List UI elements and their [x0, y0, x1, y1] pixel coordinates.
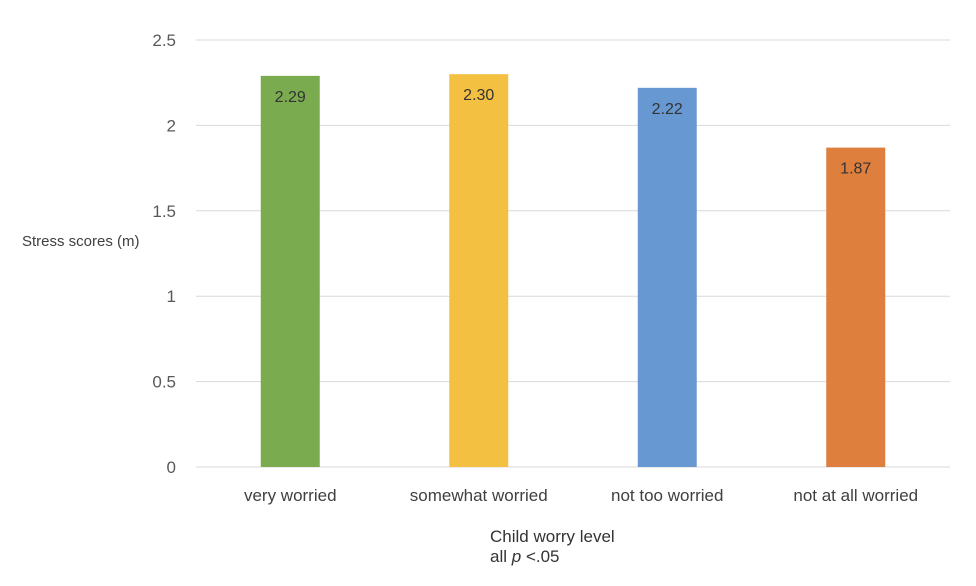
- y-tick-label: 1: [167, 287, 176, 306]
- category-label: not at all worried: [793, 486, 918, 505]
- note-suffix: <.05: [525, 547, 560, 566]
- significance-note: all p <.05: [490, 547, 615, 567]
- data-labels: 2.29 2.30 2.22 1.87: [275, 87, 872, 177]
- note-prefix: all: [490, 547, 508, 566]
- data-label: 2.30: [463, 87, 494, 104]
- y-tick-labels: 0 0.5 1 1.5 2 2.5: [152, 31, 176, 477]
- gridlines: [196, 39, 950, 468]
- category-labels: very worried somewhat worried not too worr…: [244, 486, 918, 505]
- data-label: 1.87: [840, 161, 871, 178]
- bar: [637, 87, 697, 467]
- bar: [826, 147, 886, 467]
- y-tick-label: 0.5: [152, 373, 176, 392]
- category-label: somewhat worried: [410, 486, 548, 505]
- data-label: 2.29: [275, 89, 306, 106]
- x-axis-label-block: Child worry level all p <.05: [490, 527, 615, 567]
- y-tick-label: 1.5: [152, 202, 176, 221]
- y-tick-label: 2.5: [152, 31, 176, 50]
- data-label: 2.22: [652, 101, 683, 118]
- category-label: very worried: [244, 486, 337, 505]
- p-symbol: p: [511, 547, 522, 566]
- y-tick-label: 2: [167, 116, 176, 135]
- bar: [260, 75, 320, 468]
- x-axis-label: Child worry level: [490, 527, 615, 546]
- y-tick-label: 0: [167, 458, 176, 477]
- category-label: not too worried: [611, 486, 723, 505]
- y-axis-label: Stress scores (m): [22, 233, 140, 250]
- bar: [449, 74, 509, 467]
- bars: [260, 74, 886, 468]
